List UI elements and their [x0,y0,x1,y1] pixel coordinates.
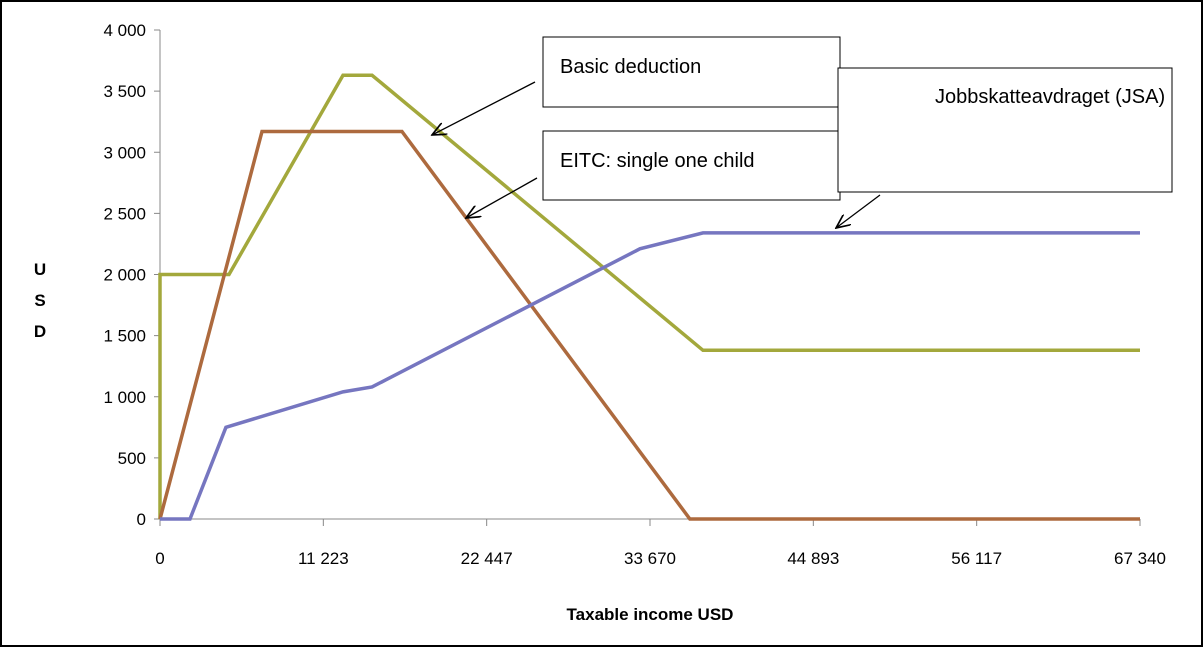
y-tick-label: 4 000 [103,21,146,40]
series-line [158,73,1140,519]
x-tick-label: 33 670 [624,549,676,568]
series-line [158,129,1140,521]
y-tick-label: 2 000 [103,266,146,285]
legend-arrow [466,177,538,218]
legend-label: Jobbskatteavdraget (JSA) [935,86,1165,108]
legend-box [542,130,841,201]
x-tick-label: 44 893 [787,549,839,568]
y-tick-label: 500 [118,449,146,468]
y-tick-label: 3 000 [103,143,146,162]
series-line [160,231,1140,521]
x-tick-label: 67 340 [1114,549,1166,568]
legend-label: Basic deduction [560,56,701,78]
y-tick-label: 1 000 [103,388,146,407]
legend-label: EITC: single one child [560,150,755,172]
x-tick-label: 22 447 [461,549,513,568]
x-axis-label: Taxable income USD [567,605,734,624]
x-tick-label: 11 223 [298,549,349,568]
legend-arrow [836,194,881,228]
y-tick-label: 1 500 [103,327,146,346]
legend-box [837,67,1173,193]
y-tick-label: 3 500 [103,82,146,101]
y-axis-label: USD [31,260,50,353]
x-tick-label: 56 117 [951,549,1002,568]
y-tick-label: 2 500 [103,204,146,223]
x-tick-label: 0 [155,549,164,568]
y-tick-label: 0 [137,510,146,529]
legend-arrow [432,81,536,135]
